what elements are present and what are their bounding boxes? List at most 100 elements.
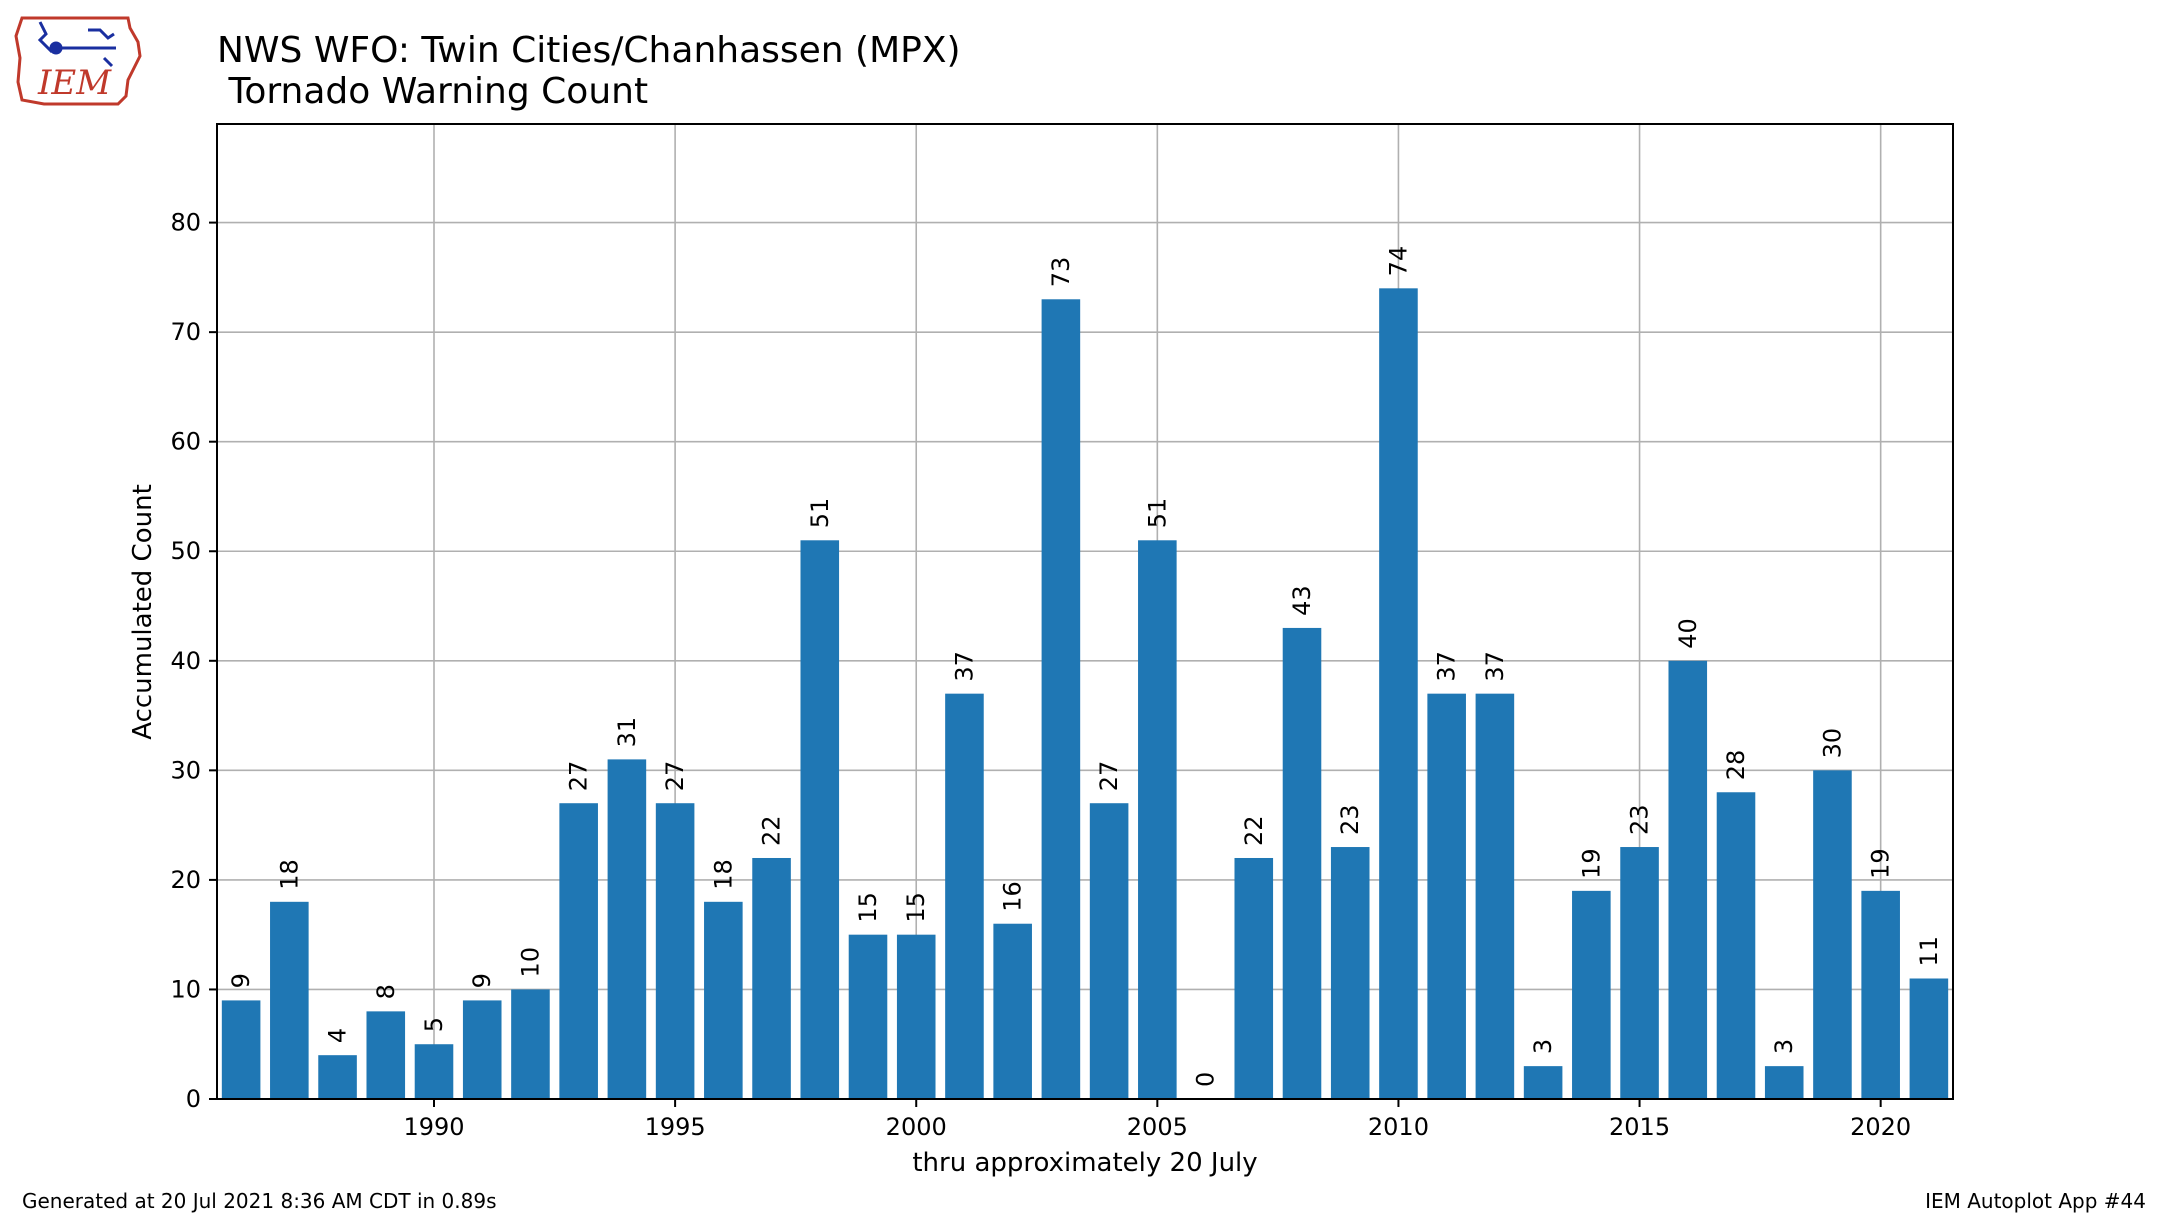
bar-value-label: 9: [468, 973, 496, 988]
bar-value-label: 74: [1384, 246, 1412, 277]
bar-value-label: 37: [1481, 651, 1509, 682]
bar-value-label: 0: [1192, 1072, 1220, 1087]
bar-value-label: 19: [1577, 848, 1605, 879]
bar: [511, 989, 550, 1099]
bar: [414, 1044, 454, 1099]
x-tick-label: 2005: [1127, 1113, 1188, 1141]
x-axis-label: thru approximately 20 July: [912, 1148, 1257, 1178]
bar-value-label: 22: [1240, 815, 1268, 846]
bar: [1427, 693, 1466, 1099]
y-tick-label: 50: [170, 537, 201, 565]
x-tick-label: 2000: [886, 1113, 947, 1141]
iowa-outline-shape: [14, 16, 142, 106]
bar-value-label: 8: [372, 984, 400, 999]
bar-value-label: 43: [1288, 585, 1316, 616]
bar: [270, 901, 309, 1099]
logo-text: IEM: [37, 63, 112, 103]
bar: [607, 759, 647, 1099]
y-tick-label: 10: [170, 975, 201, 1003]
x-tick-label: 1990: [403, 1113, 464, 1141]
bar: [318, 1055, 357, 1099]
bar-value-label: 51: [806, 498, 834, 529]
bar: [1475, 693, 1515, 1099]
generated-timestamp: Generated at 20 Jul 2021 8:36 AM CDT in …: [22, 1189, 497, 1213]
bar: [1668, 660, 1708, 1099]
x-tick-label: 2010: [1368, 1113, 1429, 1141]
bar: [1523, 1066, 1563, 1099]
bar: [704, 901, 743, 1099]
bar: [1234, 857, 1274, 1099]
bar-value-label: 15: [902, 892, 930, 923]
chart-title-line2: Tornado Warning Count: [217, 71, 648, 112]
bars: [221, 288, 1949, 1100]
bar-value-label: 11: [1915, 936, 1943, 967]
bar-value-label: 73: [1047, 257, 1075, 288]
bar: [462, 1000, 502, 1099]
bar: [1620, 847, 1659, 1099]
bar: [1861, 890, 1900, 1099]
x-tick-label: 2020: [1850, 1113, 1911, 1141]
y-tick-label: 80: [170, 209, 201, 237]
bar: [1909, 978, 1949, 1099]
bar: [848, 934, 888, 1099]
bar-value-label: 5: [420, 1017, 448, 1032]
y-tick-label: 30: [170, 756, 201, 784]
bar: [1282, 627, 1322, 1099]
bar-value-label: 27: [565, 761, 593, 792]
bar: [993, 923, 1032, 1099]
bar-value-label: 9: [227, 973, 255, 988]
bar-value-label: 16: [999, 881, 1027, 912]
bar-value-label: 27: [661, 761, 689, 792]
bar: [1089, 803, 1129, 1099]
y-axis-label: Accumulated Count: [128, 484, 158, 740]
bar: [800, 540, 840, 1099]
bar: [1813, 770, 1852, 1099]
bar: [559, 803, 598, 1099]
bar-value-label: 18: [275, 859, 303, 890]
bar: [1764, 1066, 1804, 1099]
bar-value-label: 22: [758, 815, 786, 846]
bar-value-label: 3: [1529, 1039, 1557, 1054]
weather-symbol-icon: [37, 21, 116, 68]
bar-value-labels: 9 18 4 8 5 9 10 27 31 27 18 22 51 15 15 37 16 73 27 51 0 22 43…: [227, 246, 1943, 1087]
bar-value-label: 30: [1818, 728, 1846, 759]
bar: [896, 934, 936, 1099]
bar-value-label: 23: [1336, 804, 1364, 835]
bar-value-label: 23: [1626, 804, 1654, 835]
bar: [1041, 299, 1081, 1099]
bar-value-label: 51: [1143, 498, 1171, 529]
x-tick-label: 1995: [645, 1113, 706, 1141]
y-tick-label: 60: [170, 428, 201, 456]
x-tick-label: 2015: [1609, 1113, 1670, 1141]
bar-value-label: 37: [950, 651, 978, 682]
bar-value-label: 40: [1674, 618, 1702, 649]
bar: [1330, 847, 1370, 1099]
x-axis-ticks: 1990 1995 2000 2005 2010 2015 2020: [403, 1099, 1911, 1141]
y-tick-label: 40: [170, 647, 201, 675]
bar: [1379, 288, 1418, 1100]
bar-value-label: 3: [1770, 1039, 1798, 1054]
bar-value-label: 15: [854, 892, 882, 923]
bar-value-label: 31: [613, 717, 641, 748]
bar: [1716, 792, 1756, 1099]
plot-frame: [216, 123, 1954, 1100]
y-tick-label: 20: [170, 866, 201, 894]
bar: [655, 803, 695, 1099]
bar: [366, 1011, 406, 1099]
bar-value-label: 19: [1867, 848, 1895, 879]
y-tick-label: 0: [186, 1085, 201, 1113]
bar-value-label: 37: [1433, 651, 1461, 682]
bar-value-label: 28: [1722, 750, 1750, 781]
y-axis-ticks: 0 10 20 30 40 50 60 70 80: [170, 209, 217, 1113]
y-tick-label: 70: [170, 318, 201, 346]
bar: [752, 857, 791, 1099]
chart-title-line1: NWS WFO: Twin Cities/Chanhassen (MPX): [217, 30, 961, 71]
app-label: IEM Autoplot App #44: [1925, 1189, 2146, 1213]
bar-value-label: 27: [1095, 761, 1123, 792]
bar-value-label: 18: [709, 859, 737, 890]
bar-value-label: 4: [324, 1028, 352, 1043]
bar: [221, 1000, 261, 1099]
bar: [945, 693, 984, 1099]
bar: [1572, 890, 1611, 1099]
